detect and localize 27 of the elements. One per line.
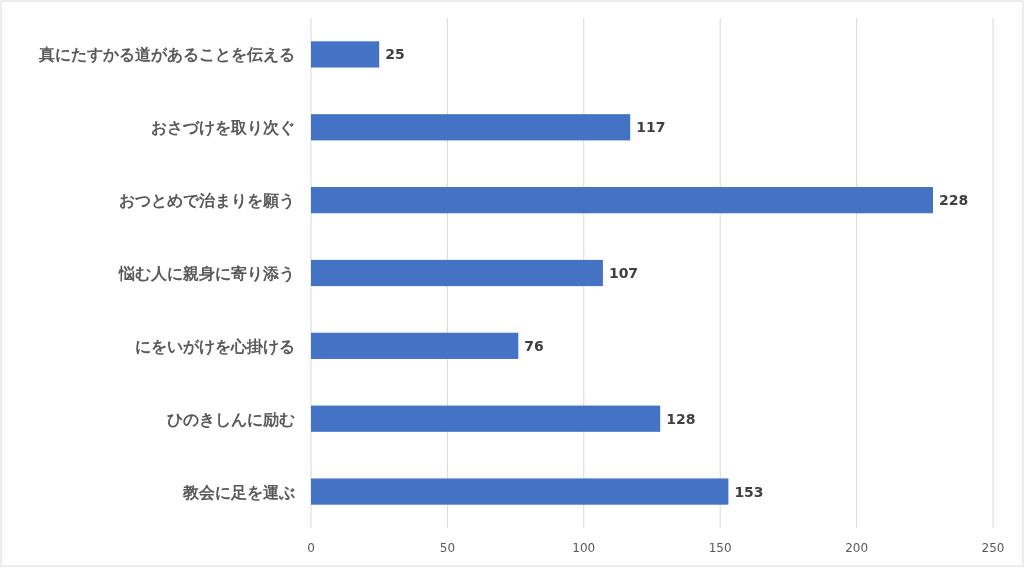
x-tick-label: 200 [845,541,869,555]
x-tick-label: 0 [307,541,315,555]
y-tick-label: にをいがけを心掛ける [135,336,295,356]
data-label: 128 [666,410,696,427]
bar [311,332,519,359]
y-tick-label: 悩む人に親身に寄り添う [118,264,295,283]
x-tick-label: 250 [981,541,1005,555]
x-tick-label: 150 [708,541,732,555]
y-tick-label: おつとめで治まりを願う [119,191,295,211]
bar [311,187,933,214]
y-tick-label: 真にたすかる道があることを伝える [38,45,295,65]
data-label: 25 [385,46,405,63]
data-label: 153 [734,483,764,500]
data-label: 228 [938,192,969,209]
bar [311,114,631,141]
y-tick-label: 教会に足を運ぶ [182,482,295,502]
x-tick-label: 50 [439,541,456,555]
data-label: 117 [636,119,666,136]
bar [311,41,380,68]
y-tick-label: おさづけを取り次ぐ [151,118,295,138]
data-label: 107 [608,265,639,281]
bar [311,405,661,432]
data-label: 76 [524,337,544,354]
y-tick-label: ひのきしんに励む [167,409,295,429]
x-tick-label: 100 [572,541,596,555]
bar [311,478,729,505]
bar [311,259,603,287]
